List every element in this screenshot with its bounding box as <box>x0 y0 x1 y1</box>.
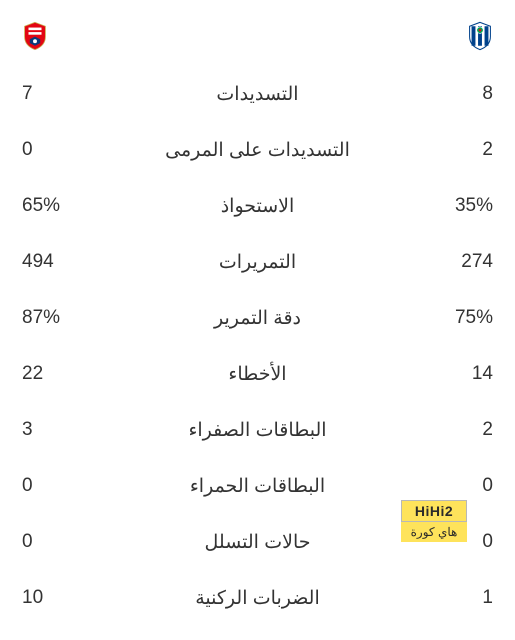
stat-label: الاستحواذ <box>102 195 413 218</box>
stat-left-value: 7 <box>22 83 102 105</box>
stat-row: 65% الاستحواذ 35% <box>22 178 493 234</box>
stat-right-value: 2 <box>413 419 493 441</box>
stat-label: البطاقات الحمراء <box>102 475 413 498</box>
stat-row: 10 الضربات الركنية 1 <box>22 570 493 626</box>
stat-left-value: 0 <box>22 139 102 161</box>
team-left-crest <box>22 21 48 51</box>
stat-label: الأخطاء <box>102 363 413 386</box>
porto-crest-icon <box>467 21 493 51</box>
stat-left-value: 3 <box>22 419 102 441</box>
stat-row: 87% دقة التمرير 75% <box>22 290 493 346</box>
teams-header <box>22 14 493 58</box>
arsenal-crest-icon <box>22 21 48 51</box>
stats-container: 7 التسديدات 8 0 التسديدات على المرمى 2 6… <box>0 0 515 640</box>
stat-right-value: 2 <box>413 139 493 161</box>
stat-right-value: 75% <box>413 307 493 329</box>
watermark-top-text: HiHi2 <box>401 500 467 522</box>
team-right-crest <box>467 21 493 51</box>
stat-row: 0 التسديدات على المرمى 2 <box>22 122 493 178</box>
stat-row: 7 التسديدات 8 <box>22 66 493 122</box>
stat-left-value: 494 <box>22 251 102 273</box>
stat-row: 3 البطاقات الصفراء 2 <box>22 402 493 458</box>
stat-left-value: 22 <box>22 363 102 385</box>
stat-left-value: 87% <box>22 307 102 329</box>
stat-right-value: 1 <box>413 587 493 609</box>
stat-right-value: 8 <box>413 83 493 105</box>
stat-label: حالات التسلل <box>102 531 413 554</box>
stat-right-value: 14 <box>413 363 493 385</box>
stat-right-value: 0 <box>413 475 493 497</box>
stat-label: التسديدات <box>102 83 413 106</box>
stat-label: دقة التمرير <box>102 307 413 330</box>
stat-row: 22 الأخطاء 14 <box>22 346 493 402</box>
stat-left-value: 0 <box>22 531 102 553</box>
watermark-bottom-text: هاي كورة <box>401 522 467 542</box>
stat-left-value: 0 <box>22 475 102 497</box>
stat-label: التسديدات على المرمى <box>102 139 413 162</box>
watermark-badge: HiHi2 هاي كورة <box>401 500 467 542</box>
stat-left-value: 65% <box>22 195 102 217</box>
stat-right-value: 35% <box>413 195 493 217</box>
stat-label: البطاقات الصفراء <box>102 419 413 442</box>
stat-label: الضربات الركنية <box>102 587 413 610</box>
stat-row: 494 التمريرات 274 <box>22 234 493 290</box>
stat-label: التمريرات <box>102 251 413 274</box>
stats-rows: 7 التسديدات 8 0 التسديدات على المرمى 2 6… <box>22 66 493 626</box>
stat-left-value: 10 <box>22 587 102 609</box>
stat-right-value: 274 <box>413 251 493 273</box>
